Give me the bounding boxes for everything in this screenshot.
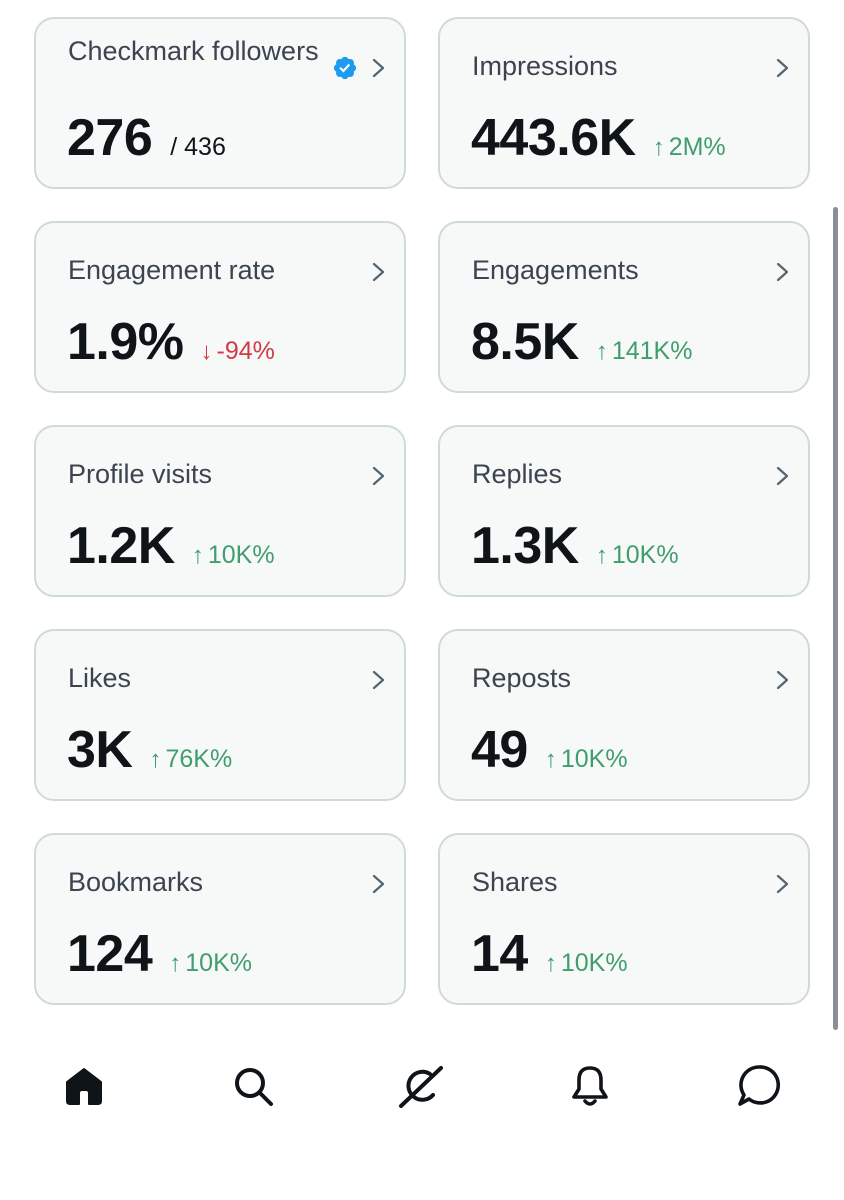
arrow-up-icon: ↑ [544, 746, 557, 773]
card-engagement-rate[interactable]: Engagement rate 1.9% ↓ -94% [34, 221, 406, 393]
metric-change: ↑ 76K% [149, 745, 232, 774]
scrollbar[interactable] [833, 207, 838, 1030]
change-percent: 10K% [560, 949, 628, 977]
bottom-tab-bar [0, 1040, 844, 1130]
card-shares[interactable]: Shares 14 ↑ 10K% [438, 833, 810, 1005]
arrow-up-icon: ↑ [191, 542, 204, 569]
card-title: Engagement rate [68, 255, 276, 285]
card-title: Profile visits [68, 459, 213, 489]
home-icon [66, 1068, 102, 1105]
metric-change: ↑ 10K% [545, 745, 628, 774]
card-title: Impressions [472, 51, 618, 81]
arrow-up-icon: ↑ [595, 542, 608, 569]
chevron-right-icon [372, 670, 385, 690]
change-percent: 10K% [207, 541, 275, 569]
value-row: 124 ↑ 10K% [67, 924, 252, 984]
search-icon [235, 1068, 273, 1106]
card-title: Reposts [472, 663, 572, 693]
value-row: 14 ↑ 10K% [471, 924, 628, 984]
card-title: Shares [472, 867, 558, 897]
value-row: 3K ↑ 76K% [67, 720, 232, 780]
metric-value: 124 [67, 925, 153, 983]
card-title: Replies [472, 459, 563, 489]
arrow-up-icon: ↑ [544, 950, 557, 977]
grok-icon [399, 1066, 443, 1108]
metric-value: 8.5K [471, 313, 579, 371]
tab-messages[interactable] [735, 1062, 783, 1110]
change-percent: 76K% [165, 745, 233, 773]
chevron-right-icon [776, 466, 789, 486]
value-row: 443.6K ↑ 2M% [471, 108, 726, 168]
card-checkmark-followers[interactable]: Checkmark followers 276 / 436 [34, 17, 406, 189]
metric-value: 3K [67, 721, 133, 779]
change-percent: 10K% [611, 541, 679, 569]
chevron-right-icon [776, 58, 789, 78]
change-percent: 10K% [185, 949, 252, 977]
value-row: 1.2K ↑ 10K% [67, 516, 275, 576]
card-engagements[interactable]: Engagements 8.5K ↑ 141K% [438, 221, 810, 393]
change-percent: 10K% [560, 745, 628, 773]
tab-grok[interactable] [397, 1062, 445, 1110]
bell-icon [572, 1066, 608, 1106]
chevron-right-icon [776, 262, 789, 282]
metric-value: 1.9% [67, 313, 184, 371]
metrics-grid: Checkmark followers 276 / 436 Impression… [34, 17, 810, 1005]
card-likes[interactable]: Likes 3K ↑ 76K% [34, 629, 406, 801]
value-row: 49 ↑ 10K% [471, 720, 628, 780]
metric-value: 14 [471, 925, 528, 983]
value-row: 276 / 436 [67, 108, 226, 168]
value-row: 1.3K ↑ 10K% [471, 516, 679, 576]
metric-value: 49 [471, 721, 528, 779]
arrow-down-icon: ↓ [200, 338, 213, 365]
card-title: Likes [68, 663, 132, 693]
messages-icon [738, 1065, 780, 1106]
change-percent: 2M% [668, 133, 726, 161]
value-row: 1.9% ↓ -94% [67, 312, 275, 372]
metric-change: ↓ -94% [201, 337, 275, 366]
arrow-up-icon: ↑ [169, 950, 182, 977]
change-percent: 141K% [611, 337, 693, 365]
metric-value: 276 [67, 109, 153, 167]
card-title: Bookmarks [68, 867, 204, 897]
chevron-right-icon [776, 670, 789, 690]
card-bookmarks[interactable]: Bookmarks 124 ↑ 10K% [34, 833, 406, 1005]
metric-change: ↑ 10K% [596, 541, 679, 570]
chevron-right-icon [372, 58, 385, 78]
metric-total: / 436 [170, 133, 226, 161]
metric-change: ↑ 141K% [596, 337, 693, 366]
chevron-right-icon [372, 874, 385, 894]
metric-change: ↑ 10K% [169, 949, 252, 978]
verified-badge-icon [333, 56, 357, 80]
metric-change: ↑ 10K% [192, 541, 275, 570]
chevron-right-icon [372, 466, 385, 486]
change-percent: -94% [216, 337, 275, 365]
chevron-right-icon [372, 262, 385, 282]
value-row: 8.5K ↑ 141K% [471, 312, 692, 372]
card-replies[interactable]: Replies 1.3K ↑ 10K% [438, 425, 810, 597]
arrow-up-icon: ↑ [595, 338, 608, 365]
tab-search[interactable] [229, 1062, 277, 1110]
card-impressions[interactable]: Impressions 443.6K ↑ 2M% [438, 17, 810, 189]
metric-change: ↑ 10K% [545, 949, 628, 978]
metric-value: 443.6K [471, 109, 636, 167]
arrow-up-icon: ↑ [149, 746, 162, 773]
card-profile-visits[interactable]: Profile visits 1.2K ↑ 10K% [34, 425, 406, 597]
metric-value: 1.2K [67, 517, 175, 575]
arrow-up-icon: ↑ [652, 134, 665, 161]
chevron-right-icon [776, 874, 789, 894]
card-reposts[interactable]: Reposts 49 ↑ 10K% [438, 629, 810, 801]
tab-notifications[interactable] [566, 1062, 614, 1110]
card-title: Checkmark followers [68, 36, 319, 66]
tab-home[interactable] [60, 1062, 108, 1110]
metric-value: 1.3K [471, 517, 579, 575]
metric-change: ↑ 2M% [653, 133, 726, 162]
card-title: Engagements [472, 255, 639, 285]
